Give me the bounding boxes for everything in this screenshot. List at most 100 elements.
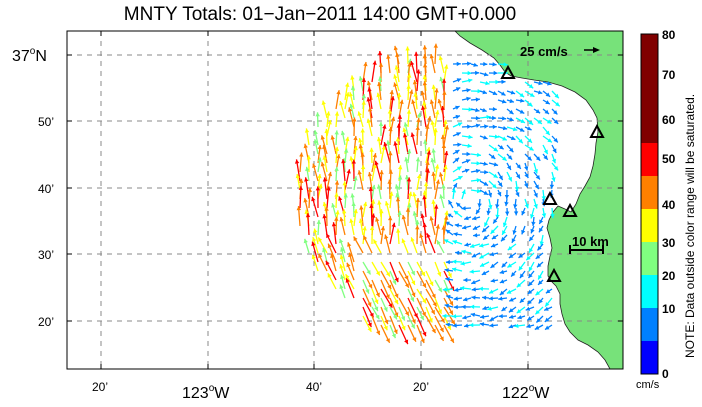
- current-vector-head: [524, 166, 529, 171]
- current-vector-head: [318, 253, 323, 259]
- current-vector-head: [334, 216, 339, 221]
- current-vector-head: [463, 277, 468, 283]
- current-vector-head: [442, 90, 447, 95]
- axis-ticks: [67, 31, 623, 369]
- current-vector-head: [416, 118, 421, 123]
- current-vector-head: [515, 192, 520, 197]
- current-vector-head: [367, 107, 373, 112]
- current-vector-head: [498, 182, 503, 187]
- current-vector-head: [346, 169, 351, 174]
- current-vector-head: [365, 289, 370, 294]
- current-vector-head: [461, 249, 466, 254]
- current-vector-head: [316, 219, 321, 225]
- current-vector-head: [452, 240, 457, 245]
- current-vector-head: [477, 203, 482, 208]
- current-vector-head: [420, 338, 425, 343]
- current-vector-head: [382, 124, 387, 129]
- current-vector-head: [367, 327, 372, 332]
- current-vector-head: [304, 128, 310, 133]
- current-vector-head: [305, 213, 311, 218]
- current-vector-head: [404, 339, 409, 345]
- current-vector-head: [487, 306, 492, 311]
- current-vector-head: [311, 241, 316, 247]
- current-vector-head: [411, 99, 416, 104]
- current-vector-head: [348, 252, 353, 258]
- current-vector-head: [425, 160, 430, 165]
- current-vector-head: [543, 155, 548, 160]
- current-vector-head: [403, 122, 408, 127]
- current-vector-head: [410, 61, 415, 66]
- current-vector-head: [395, 52, 400, 57]
- current-vector-head: [477, 89, 482, 94]
- current-vector-head: [426, 147, 431, 152]
- current-vector-head: [401, 215, 406, 220]
- current-vector-head: [349, 103, 354, 109]
- current-vector-head: [483, 161, 488, 166]
- current-vector-head: [501, 79, 506, 84]
- current-vector-head: [383, 325, 388, 331]
- current-vector-head: [488, 204, 493, 210]
- current-vector-head: [336, 154, 341, 159]
- current-vector-head: [492, 124, 497, 129]
- current-vector-head: [435, 224, 440, 229]
- current-vector-head: [470, 304, 475, 309]
- current-vector-head: [340, 130, 346, 136]
- current-vector-head: [444, 210, 449, 216]
- current-vector-head: [528, 120, 534, 125]
- current-vector-head: [508, 176, 512, 182]
- current-vector-head: [322, 247, 327, 253]
- current-vector-head: [406, 109, 412, 114]
- station-markers: [500, 64, 605, 282]
- current-vector-head: [349, 218, 354, 223]
- current-vector-head: [462, 225, 467, 230]
- current-vector-head: [544, 306, 549, 311]
- current-vector-head: [521, 229, 526, 235]
- current-vector-head: [441, 225, 446, 230]
- current-vector-head: [380, 226, 386, 231]
- current-vector-head: [422, 283, 426, 288]
- current-vector-head: [467, 143, 472, 148]
- current-vector-head: [439, 327, 444, 333]
- current-vector-head: [489, 323, 494, 328]
- current-vector-head: [431, 199, 436, 204]
- current-vector-head: [434, 88, 439, 93]
- current-vector-head: [509, 314, 514, 319]
- current-vector-head: [501, 236, 506, 242]
- current-vector-head: [476, 161, 481, 166]
- current-vector-head: [431, 84, 436, 89]
- colorbar-tick: 70: [662, 68, 676, 82]
- current-vector-head: [451, 188, 457, 193]
- current-vector-head: [545, 289, 551, 294]
- current-vector-head: [363, 235, 368, 241]
- current-vector-head: [345, 274, 350, 279]
- colorbar: [640, 33, 659, 375]
- current-vector-head: [498, 175, 503, 180]
- current-vector-head: [476, 209, 480, 215]
- current-vector-head: [511, 238, 516, 243]
- current-vector-head: [452, 267, 457, 272]
- current-vector-head: [450, 319, 455, 325]
- current-vector-head: [534, 184, 539, 190]
- current-vector-head: [422, 331, 427, 337]
- scale-bar: 10 km: [569, 234, 609, 254]
- current-vector-head: [501, 91, 506, 96]
- current-vector-head: [411, 319, 416, 324]
- current-vector-head: [350, 193, 355, 198]
- current-vector-head: [499, 279, 505, 284]
- current-vector-head: [429, 216, 434, 221]
- current-vector-head: [430, 309, 435, 315]
- current-vector-head: [304, 209, 309, 214]
- current-vector-head: [395, 197, 401, 202]
- current-vector-head: [386, 140, 391, 145]
- current-vector-head: [416, 174, 422, 179]
- station-marker: [589, 123, 605, 138]
- current-vector-head: [539, 219, 544, 224]
- current-vector-head: [452, 323, 457, 328]
- current-vector-head: [410, 132, 415, 138]
- current-vector-head: [374, 306, 379, 312]
- current-vector-head: [320, 162, 325, 167]
- current-vector-head: [483, 135, 488, 140]
- current-vector-head: [405, 207, 411, 212]
- current-vector-head: [537, 90, 543, 95]
- current-vector-head: [358, 218, 364, 223]
